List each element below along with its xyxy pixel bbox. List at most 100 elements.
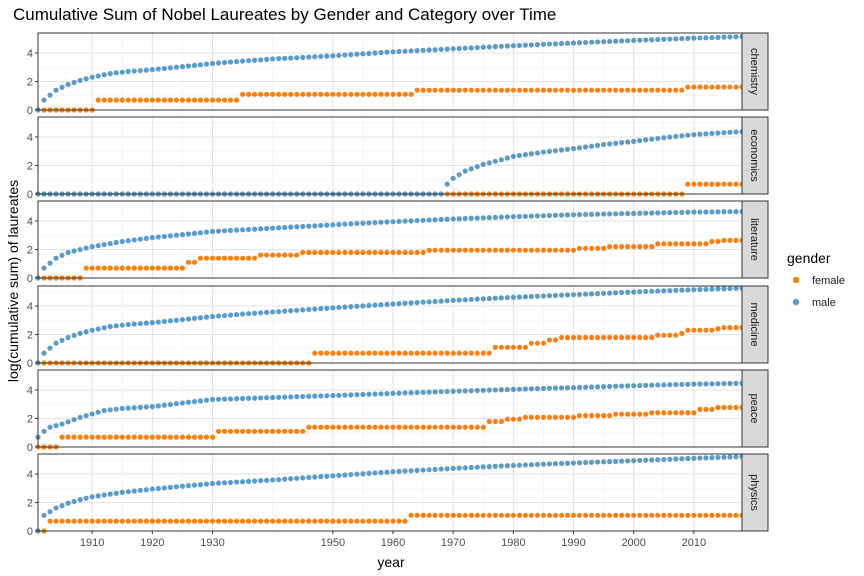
point-male xyxy=(715,381,721,387)
point-male xyxy=(613,458,619,464)
point-male xyxy=(420,47,426,53)
point-female xyxy=(312,91,318,97)
point-female xyxy=(197,518,204,524)
point-female xyxy=(685,512,691,518)
legend-male-label: male xyxy=(812,297,836,309)
point-female xyxy=(438,350,444,356)
point-female xyxy=(703,241,709,247)
point-female xyxy=(191,259,198,265)
point-female xyxy=(679,241,685,247)
point-male xyxy=(558,385,565,391)
point-female xyxy=(643,411,649,417)
point-male xyxy=(727,129,733,135)
point-male xyxy=(270,477,276,483)
point-male xyxy=(71,248,77,254)
point-female xyxy=(691,181,697,187)
point-male xyxy=(528,42,535,48)
point-female xyxy=(173,434,179,440)
point-male xyxy=(480,387,486,393)
point-female xyxy=(570,334,577,341)
point-male xyxy=(522,462,528,468)
point-male xyxy=(594,291,601,297)
point-male xyxy=(119,322,125,328)
point-male xyxy=(721,380,727,387)
point-female xyxy=(558,334,565,341)
point-female xyxy=(685,327,691,333)
point-male xyxy=(625,139,631,145)
point-male xyxy=(366,391,372,397)
point-female xyxy=(607,334,613,341)
point-female xyxy=(510,247,516,253)
point-male xyxy=(619,211,625,217)
point-female xyxy=(366,91,372,97)
point-female xyxy=(191,434,198,440)
point-male xyxy=(384,49,390,55)
point-male xyxy=(588,384,595,390)
point-female xyxy=(372,424,378,430)
point-male xyxy=(733,285,739,291)
point-female xyxy=(576,413,583,419)
point-male xyxy=(582,291,589,297)
point-male xyxy=(65,500,71,506)
point-female xyxy=(95,434,101,440)
point-male xyxy=(462,465,468,471)
point-male xyxy=(528,462,535,468)
point-male xyxy=(613,140,619,146)
point-male xyxy=(107,491,113,497)
point-male xyxy=(414,48,420,54)
point-female xyxy=(552,247,559,253)
point-female xyxy=(619,244,625,250)
point-female xyxy=(209,97,216,103)
point-female xyxy=(143,97,149,103)
point-male xyxy=(709,286,715,292)
point-female xyxy=(264,428,270,434)
point-male xyxy=(546,385,553,391)
point-male xyxy=(426,217,432,223)
panel-peace: 0 2 4 peace xyxy=(27,369,769,454)
point-male xyxy=(667,36,673,42)
point-female xyxy=(582,245,589,251)
point-male xyxy=(227,312,234,318)
point-female xyxy=(619,411,625,417)
point-female xyxy=(300,91,306,97)
facet-strip xyxy=(741,200,769,279)
point-male xyxy=(53,340,59,346)
point-male xyxy=(360,303,366,309)
point-male xyxy=(354,471,360,477)
point-male xyxy=(53,87,59,93)
point-female xyxy=(348,249,354,256)
point-female xyxy=(450,87,456,93)
point-male xyxy=(594,39,601,45)
point-female xyxy=(119,265,125,271)
point-male xyxy=(516,42,522,49)
point-female xyxy=(149,518,155,524)
point-male xyxy=(203,314,210,320)
point-female xyxy=(588,87,595,93)
point-male xyxy=(691,131,697,138)
point-male xyxy=(510,386,516,392)
point-male xyxy=(643,37,649,43)
point-female xyxy=(246,428,252,434)
point-male xyxy=(667,288,673,294)
point-male xyxy=(510,462,516,469)
point-male xyxy=(540,293,547,299)
point-male xyxy=(468,388,474,394)
point-male xyxy=(396,218,402,225)
point-female xyxy=(721,237,727,243)
point-female xyxy=(239,255,246,261)
point-male xyxy=(330,392,336,399)
point-female xyxy=(474,512,480,518)
point-male xyxy=(480,215,486,221)
point-male xyxy=(330,305,336,311)
point-male xyxy=(276,394,282,400)
point-male xyxy=(77,246,83,253)
point-female xyxy=(594,334,601,341)
point-male xyxy=(715,34,721,40)
point-male xyxy=(594,142,601,148)
point-female xyxy=(498,247,504,253)
point-female xyxy=(209,518,216,524)
point-female xyxy=(486,418,492,425)
point-male xyxy=(625,383,631,389)
point-male xyxy=(264,477,270,483)
point-female xyxy=(540,247,547,253)
